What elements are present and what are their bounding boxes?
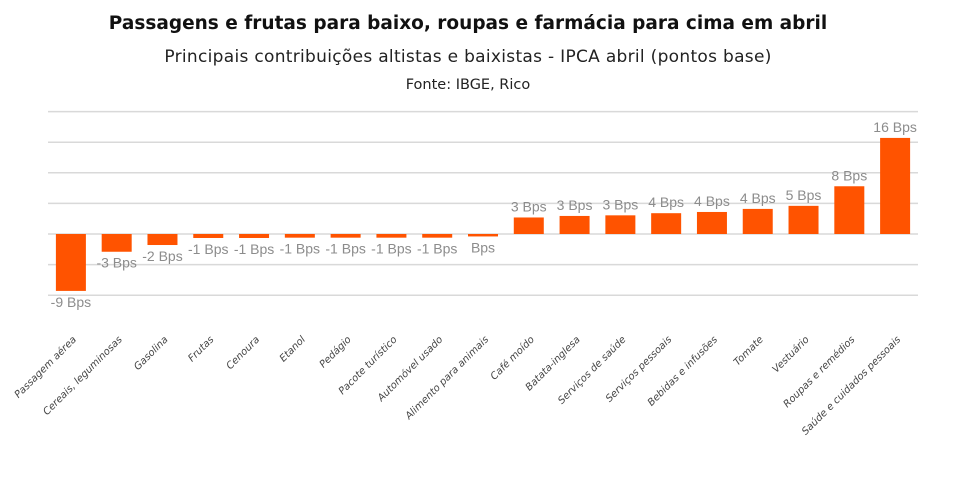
data-label: -1 Bps bbox=[234, 241, 274, 257]
x-tick-label: Vestuário bbox=[770, 334, 812, 376]
chart-source: Fonte: IBGE, Rico bbox=[406, 77, 531, 93]
data-label: -9 Bps bbox=[51, 294, 91, 310]
bar bbox=[559, 215, 590, 234]
bar bbox=[742, 208, 773, 234]
bar bbox=[605, 215, 636, 234]
bar bbox=[834, 186, 865, 234]
bar bbox=[330, 234, 361, 238]
bar bbox=[55, 234, 86, 291]
data-label: 4 Bps bbox=[740, 190, 776, 206]
data-label: 4 Bps bbox=[648, 194, 684, 210]
gridlines bbox=[48, 110, 918, 296]
bar bbox=[651, 213, 682, 234]
x-tick-label: Etanol bbox=[278, 334, 308, 364]
bar bbox=[284, 234, 315, 238]
data-label: -1 Bps bbox=[371, 241, 411, 257]
data-label: 3 Bps bbox=[511, 198, 547, 214]
bar bbox=[422, 234, 453, 238]
data-label: 5 Bps bbox=[786, 187, 822, 203]
x-tick-label: Saúde e cuidados pessoais bbox=[799, 334, 903, 438]
bar bbox=[788, 205, 819, 234]
data-label: -1 Bps bbox=[325, 241, 365, 257]
x-tick-label: Alimento para animais bbox=[403, 334, 491, 422]
x-tick-label: Pedágio bbox=[317, 334, 354, 371]
x-tick-label: Cereais, leguminosas bbox=[41, 334, 124, 417]
data-label: 8 Bps bbox=[831, 167, 867, 183]
bars bbox=[55, 137, 911, 291]
bar bbox=[376, 234, 407, 238]
data-label: 16 Bps bbox=[873, 119, 917, 135]
data-labels: -9 Bps -3 Bps -2 Bps -1 Bps -1 Bps -1 Bps -1 B… bbox=[51, 119, 917, 310]
data-label: 3 Bps bbox=[557, 197, 593, 213]
x-tick-label: Café moído bbox=[488, 334, 537, 383]
chart-title: Passagens e frutas para baixo, roupas e … bbox=[109, 13, 827, 34]
bar bbox=[513, 217, 544, 234]
data-label: -1 Bps bbox=[417, 241, 457, 257]
chart-subtitle: Principais contribuições altistas e baix… bbox=[164, 47, 771, 67]
data-label: -1 Bps bbox=[188, 241, 228, 257]
data-label: Bps bbox=[471, 239, 495, 255]
x-tick-label: Cenoura bbox=[225, 334, 263, 372]
bar bbox=[147, 234, 178, 246]
bar bbox=[468, 234, 498, 237]
bar bbox=[239, 234, 270, 238]
data-label: 4 Bps bbox=[694, 193, 730, 209]
data-label: -1 Bps bbox=[280, 241, 320, 257]
data-label: 3 Bps bbox=[602, 196, 638, 212]
bar bbox=[880, 137, 911, 234]
bar bbox=[193, 234, 224, 238]
data-label: -3 Bps bbox=[96, 255, 136, 271]
data-label: -2 Bps bbox=[142, 248, 182, 264]
x-tick-label: Tomate bbox=[732, 334, 766, 368]
x-tick-label: Gasolina bbox=[132, 334, 170, 372]
bar bbox=[696, 211, 727, 234]
bar bbox=[101, 234, 132, 252]
x-tick-label: Frutas bbox=[186, 334, 216, 364]
